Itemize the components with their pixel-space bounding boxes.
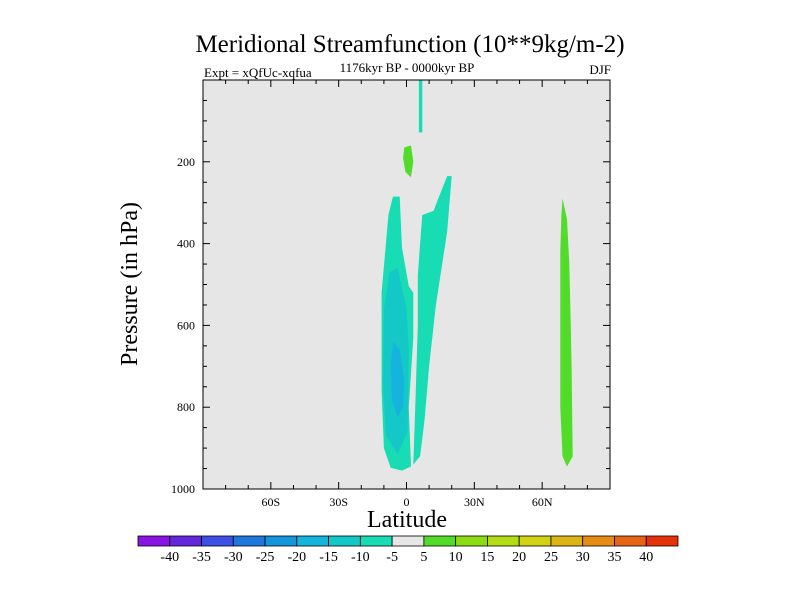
y-tick-label: 200 <box>177 155 195 169</box>
colorbar-swatch <box>614 535 647 547</box>
y-axis: 200 400 600 800 1000 <box>171 99 610 496</box>
subtitle-left: Expt = xQfUc-xqfua <box>204 65 312 80</box>
colorbar-swatch <box>582 535 615 547</box>
colorbar-swatch <box>423 535 457 547</box>
x-tick-label: 60N <box>532 495 553 509</box>
x-axis: 60S 30S 0 30N 60N <box>225 80 588 509</box>
y-tick-label: 1000 <box>171 482 195 496</box>
region-upper-positive-blob <box>403 145 414 178</box>
colorbar-label: 10 <box>449 550 463 565</box>
colorbar-swatch <box>328 535 361 547</box>
colorbar-label: 15 <box>480 550 494 565</box>
colorbar-label: 20 <box>512 550 526 565</box>
colorbar-swatch <box>391 535 425 547</box>
colorbar-label: 25 <box>544 550 558 565</box>
colorbar-label: -10 <box>351 550 370 565</box>
x-tick-label: 0 <box>404 495 410 509</box>
x-tick-label: 30N <box>464 495 485 509</box>
region-southern-negative-cell-core <box>390 341 405 418</box>
x-axis-label: Latitude <box>367 507 447 533</box>
colorbar-swatch <box>455 535 488 547</box>
contour-regions <box>381 80 573 471</box>
x-tick-label: 60S <box>261 495 280 509</box>
colorbar-swatch <box>518 535 552 547</box>
y-axis-label: Pressure (in hPa) <box>117 202 143 366</box>
colorbar: -40 -35 -30 -25 -20 -15 -10 -5 5 10 15 20 25 30 35 40 <box>137 535 679 565</box>
colorbar-swatch <box>359 535 393 547</box>
colorbar-label: -5 <box>386 550 398 565</box>
colorbar-label: 5 <box>420 550 427 565</box>
colorbar-label: -30 <box>224 550 243 565</box>
colorbar-swatch <box>169 535 202 547</box>
colorbar-label: 30 <box>576 550 590 565</box>
subtitle-center: 1176kyr BP - 0000kyr BP <box>340 60 475 75</box>
region-northern-negative-band <box>413 176 452 465</box>
colorbar-swatch <box>487 535 520 547</box>
colorbar-swatch <box>137 535 171 547</box>
x-tick-label: 30S <box>329 495 348 509</box>
colorbar-swatch <box>232 535 266 547</box>
colorbar-label: -15 <box>319 550 338 565</box>
subtitle-right: DJF <box>589 62 611 77</box>
colorbar-label: -25 <box>256 550 275 565</box>
region-northern-positive-column <box>560 198 573 467</box>
colorbar-swatch <box>645 535 679 547</box>
colorbar-label: 40 <box>639 550 653 565</box>
colorbar-swatch <box>201 535 234 547</box>
colorbar-label: -40 <box>160 550 179 565</box>
colorbar-swatch <box>550 535 584 547</box>
y-tick-label: 800 <box>177 400 195 414</box>
colorbar-label: -20 <box>287 550 306 565</box>
colorbar-label: -35 <box>192 550 211 565</box>
colorbar-swatch <box>296 535 329 547</box>
y-tick-label: 600 <box>177 318 195 332</box>
colorbar-swatch <box>264 535 298 547</box>
y-tick-label: 400 <box>177 237 195 251</box>
colorbar-label: 35 <box>607 550 621 565</box>
chart-title: Meridional Streamfunction (10**9kg/m-2) <box>195 31 624 58</box>
region-thin-upper-column <box>418 80 423 133</box>
